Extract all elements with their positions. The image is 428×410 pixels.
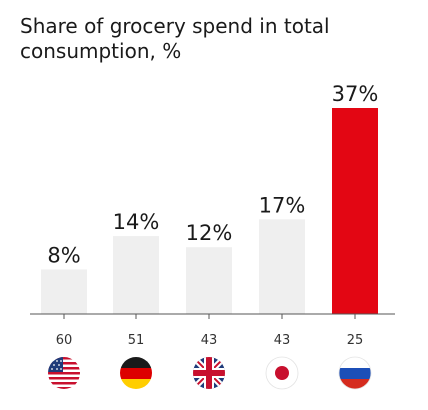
bar-value-label-1: 14%: [113, 210, 160, 234]
category-label-2: 43: [201, 333, 218, 348]
bar-value-label-3: 17%: [259, 193, 306, 217]
russia-flag-icon: [339, 357, 371, 389]
germany-flag-icon: [120, 357, 152, 389]
category-label-0: 60: [56, 333, 73, 348]
japan-flag-icon: [266, 357, 298, 389]
bar-0: [41, 269, 87, 314]
category-label-4: 25: [347, 333, 364, 348]
bar-value-label-4: 37%: [332, 82, 379, 106]
category-label-1: 51: [128, 333, 145, 348]
bar-4: [332, 108, 378, 314]
japan-flag-outline: [265, 356, 299, 390]
bar-2: [186, 247, 232, 314]
us-flag-icon: [48, 357, 80, 389]
bar-3: [259, 219, 305, 314]
bar-value-label-2: 12%: [186, 221, 233, 245]
uk-flag-icon: [193, 357, 225, 389]
bar-value-label-0: 8%: [47, 243, 80, 267]
chart-title: Share of grocery spend in total consumpt…: [20, 14, 330, 63]
russia-flag-outline: [338, 356, 372, 390]
category-label-3: 43: [274, 333, 291, 348]
bar-1: [113, 236, 159, 314]
